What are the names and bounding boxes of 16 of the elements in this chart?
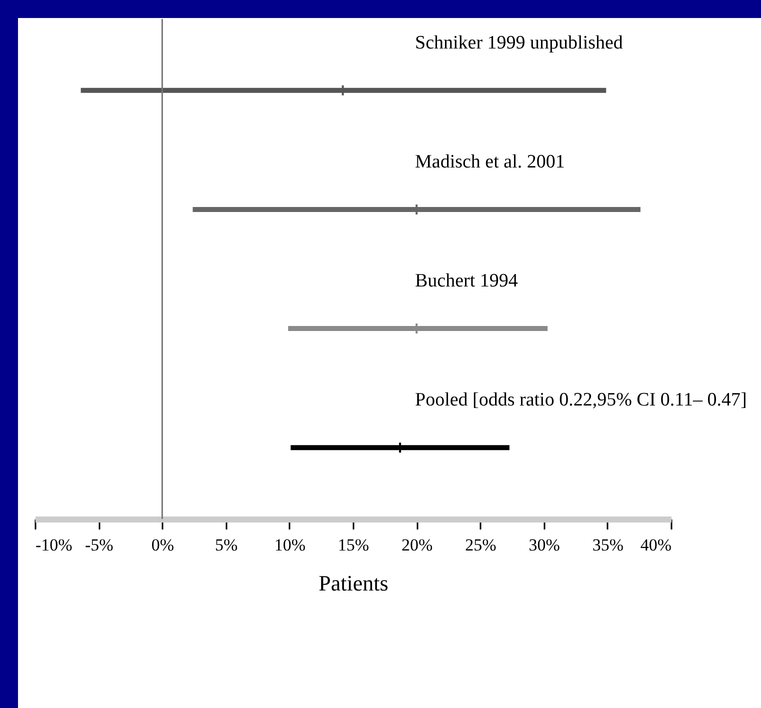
y-tick-label: Pooled [odds ratio 0.22,95% CI 0.11– 0.47] xyxy=(415,390,747,411)
x-tick-label: 35% xyxy=(592,536,624,554)
x-tick-label: -5% xyxy=(84,536,114,554)
x-tick-label: 15% xyxy=(338,536,370,554)
x-tick-label: 40% xyxy=(640,536,672,554)
x-tick-label: -10% xyxy=(36,536,72,554)
x-axis-title: Patients xyxy=(318,570,388,596)
y-tick-label: Madisch et al. 2001 xyxy=(415,151,565,172)
x-tick-label: 25% xyxy=(465,536,496,554)
x-tick-label: 30% xyxy=(528,536,560,554)
x-tick-label: 20% xyxy=(402,536,433,554)
y-tick-label: Schniker 1999 unpublished xyxy=(415,32,624,54)
x-tick-label: 5% xyxy=(214,536,238,554)
y-tick-label: Buchert 1994 xyxy=(415,270,518,292)
x-tick-label: 10% xyxy=(274,536,306,554)
x-tick-label: 0% xyxy=(151,536,174,554)
